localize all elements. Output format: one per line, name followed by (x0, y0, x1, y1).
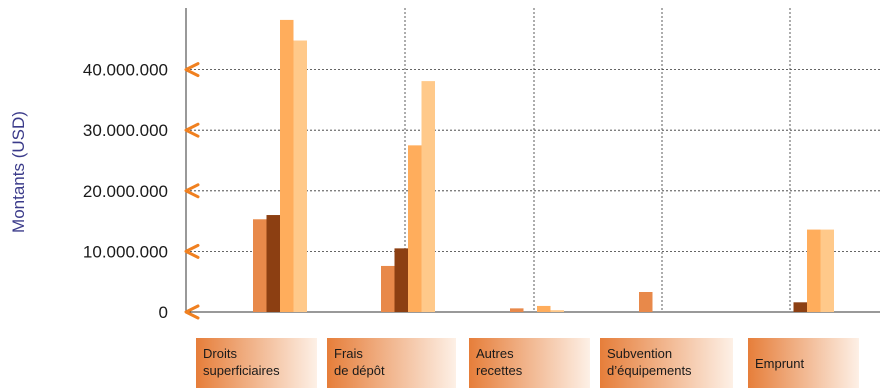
tick-arrow-icon (184, 243, 200, 259)
bar (639, 292, 653, 312)
bar (266, 215, 280, 312)
category-label-text: Subvention (607, 346, 672, 361)
category-label-text: Emprunt (755, 356, 805, 371)
category-label-text: Autres (476, 346, 514, 361)
tick-arrow-icon (184, 122, 200, 138)
category-label: Subvention d’équipements (600, 338, 733, 388)
bar (421, 81, 435, 312)
y-tick-label: 10.000.000 (83, 242, 168, 261)
category-label-box (748, 338, 859, 388)
category-label-text: de dépôt (334, 363, 385, 378)
y-tick-label: 20.000.000 (83, 182, 168, 201)
category-label-box (600, 338, 733, 388)
bar (793, 302, 807, 312)
bar (550, 310, 564, 312)
tick-arrow-icon (184, 304, 200, 320)
category-label-text: superficiaires (203, 363, 280, 378)
tick-arrow-icon (184, 62, 200, 78)
bar (394, 248, 408, 312)
bar (253, 219, 267, 312)
tick-arrow-icon (184, 183, 200, 199)
category-label: Frais de dépôt (327, 338, 456, 388)
bar (820, 229, 834, 312)
category-label-box (469, 338, 590, 388)
bar (510, 308, 524, 312)
category-label-text: Frais (334, 346, 363, 361)
bar (537, 305, 551, 312)
category-label: Emprunt (748, 338, 859, 388)
category-label-box (196, 338, 317, 388)
y-tick-label: 30.000.000 (83, 121, 168, 140)
bar (280, 19, 294, 313)
category-label: Droits superficiaires (196, 338, 317, 388)
category-label-text: d’équipements (607, 363, 692, 378)
bar (381, 265, 395, 312)
category-label: Autres recettes (469, 338, 590, 388)
category-label-text: recettes (476, 363, 523, 378)
y-tick-label: 0 (159, 303, 168, 322)
y-axis-label: Montants (USD) (9, 111, 28, 233)
category-label-box (327, 338, 456, 388)
bar (408, 145, 422, 312)
bar (293, 40, 307, 313)
y-tick-label: 40.000.000 (83, 61, 168, 80)
category-label-text: Droits (203, 346, 237, 361)
bar (807, 229, 821, 312)
